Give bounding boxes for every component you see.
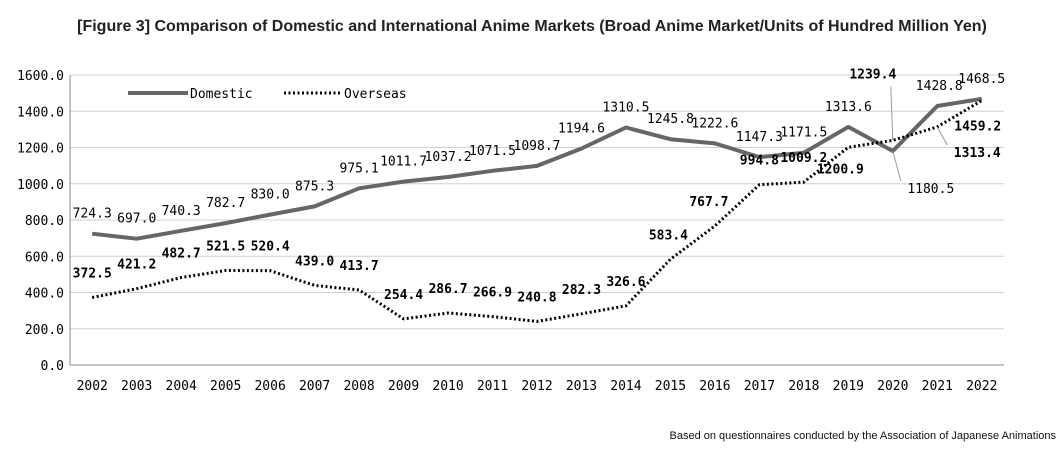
x-tick-label: 2022 bbox=[966, 379, 997, 394]
x-tick-label: 2002 bbox=[77, 379, 108, 394]
data-label-domestic: 1098.7 bbox=[514, 139, 561, 154]
series-line-domestic bbox=[91, 96, 983, 241]
x-tick-label: 2014 bbox=[610, 379, 641, 394]
x-tick-label: 2012 bbox=[521, 379, 552, 394]
data-label-overseas: 767.7 bbox=[689, 195, 728, 210]
data-label-domestic: 1194.6 bbox=[558, 121, 605, 136]
data-label-domestic: 1011.7 bbox=[380, 155, 427, 170]
x-tick-label: 2019 bbox=[833, 379, 864, 394]
y-tick-label: 400.0 bbox=[25, 287, 64, 302]
y-axis-ticks: 0.0 200.0 400.0 600.0 800.0 1000.0 1200.0 1400.… bbox=[17, 69, 64, 374]
label-leader-lines bbox=[890, 86, 948, 182]
data-label-overseas: 583.4 bbox=[649, 228, 688, 243]
data-label-domestic: 1037.2 bbox=[425, 150, 472, 165]
series-line-overseas bbox=[91, 99, 983, 323]
data-label-overseas: 1200.9 bbox=[817, 162, 864, 177]
data-label-overseas: 266.9 bbox=[473, 286, 512, 301]
data-labels: 724.3 697.0 740.3 782.7 830.0 875.3 975.1 1011.… bbox=[73, 67, 1006, 305]
x-tick-label: 2018 bbox=[788, 379, 819, 394]
x-tick-label: 2021 bbox=[922, 379, 953, 394]
data-label-domestic: 782.7 bbox=[206, 196, 245, 211]
y-tick-label: 0.0 bbox=[41, 359, 64, 374]
data-label-overseas: 1009.2 bbox=[780, 151, 827, 166]
leader-line bbox=[936, 126, 948, 146]
data-label-domestic: 1313.6 bbox=[825, 100, 872, 115]
series-lines bbox=[91, 96, 983, 323]
data-label-domestic: 1222.6 bbox=[691, 116, 738, 131]
x-tick-label: 2009 bbox=[388, 379, 419, 394]
data-label-domestic: 830.0 bbox=[251, 188, 290, 203]
x-tick-label: 2011 bbox=[477, 379, 508, 394]
x-tick-label: 2013 bbox=[566, 379, 597, 394]
leader-line bbox=[890, 86, 894, 141]
data-label-overseas: 1313.4 bbox=[954, 146, 1001, 161]
y-tick-label: 1600.0 bbox=[17, 69, 64, 84]
x-tick-label: 2006 bbox=[254, 379, 285, 394]
data-label-overseas: 521.5 bbox=[206, 239, 245, 254]
data-label-overseas: 254.4 bbox=[384, 288, 423, 303]
data-label-domestic: 1071.5 bbox=[469, 144, 516, 159]
data-label-domestic: 697.0 bbox=[117, 212, 156, 227]
data-label-overseas: 994.8 bbox=[740, 154, 779, 169]
source-note: Based on questionnaires conducted by the… bbox=[669, 430, 1056, 442]
y-tick-label: 1000.0 bbox=[17, 178, 64, 193]
y-tick-label: 200.0 bbox=[25, 323, 64, 338]
data-label-overseas: 372.5 bbox=[73, 266, 112, 281]
data-label-overseas: 286.7 bbox=[428, 282, 467, 297]
data-label-overseas: 1239.4 bbox=[849, 67, 896, 82]
data-label-domestic: 740.3 bbox=[162, 204, 201, 219]
data-label-overseas: 1459.2 bbox=[954, 120, 1001, 135]
x-axis-ticks: 2002 2003 2004 2005 2006 2007 2008 2009 2010 2011… bbox=[77, 379, 998, 394]
data-label-domestic: 724.3 bbox=[73, 207, 112, 222]
data-label-domestic: 1245.8 bbox=[647, 112, 694, 127]
x-tick-label: 2003 bbox=[121, 379, 152, 394]
data-label-domestic: 1147.3 bbox=[736, 130, 783, 145]
x-tick-label: 2017 bbox=[744, 379, 775, 394]
data-label-overseas: 520.4 bbox=[251, 240, 290, 255]
data-label-overseas: 421.2 bbox=[117, 258, 156, 273]
data-label-domestic: 875.3 bbox=[295, 179, 334, 194]
x-tick-label: 2015 bbox=[655, 379, 686, 394]
data-label-overseas: 439.0 bbox=[295, 254, 334, 269]
data-label-domestic: 1171.5 bbox=[780, 126, 827, 141]
y-tick-label: 800.0 bbox=[25, 214, 64, 229]
legend-label-domestic: Domestic bbox=[190, 87, 253, 102]
x-tick-label: 2007 bbox=[299, 379, 330, 394]
y-tick-label: 600.0 bbox=[25, 250, 64, 265]
data-label-domestic: 1468.5 bbox=[958, 72, 1005, 87]
x-tick-label: 2020 bbox=[877, 379, 908, 394]
x-tick-label: 2004 bbox=[166, 379, 197, 394]
legend-label-overseas: Overseas bbox=[344, 87, 407, 102]
data-label-domestic: 1428.8 bbox=[916, 79, 963, 94]
data-label-overseas: 326.6 bbox=[606, 275, 645, 290]
data-label-domestic: 975.1 bbox=[340, 161, 379, 176]
x-tick-label: 2010 bbox=[432, 379, 463, 394]
data-label-overseas: 413.7 bbox=[340, 259, 379, 274]
x-tick-label: 2016 bbox=[699, 379, 730, 394]
chart-title: [Figure 3] Comparison of Domestic and In… bbox=[77, 18, 987, 35]
x-tick-label: 2005 bbox=[210, 379, 241, 394]
data-label-overseas: 482.7 bbox=[162, 247, 201, 262]
data-label-domestic: 1310.5 bbox=[602, 100, 649, 115]
legend: Domestic Overseas bbox=[128, 87, 407, 102]
data-label-domestic: 1180.5 bbox=[907, 182, 954, 197]
data-label-overseas: 282.3 bbox=[562, 283, 601, 298]
gridlines bbox=[69, 74, 1004, 366]
leader-line bbox=[892, 150, 902, 182]
x-tick-label: 2008 bbox=[343, 379, 374, 394]
y-tick-label: 1200.0 bbox=[17, 142, 64, 157]
y-tick-label: 1400.0 bbox=[17, 105, 64, 120]
data-label-overseas: 240.8 bbox=[517, 290, 556, 305]
